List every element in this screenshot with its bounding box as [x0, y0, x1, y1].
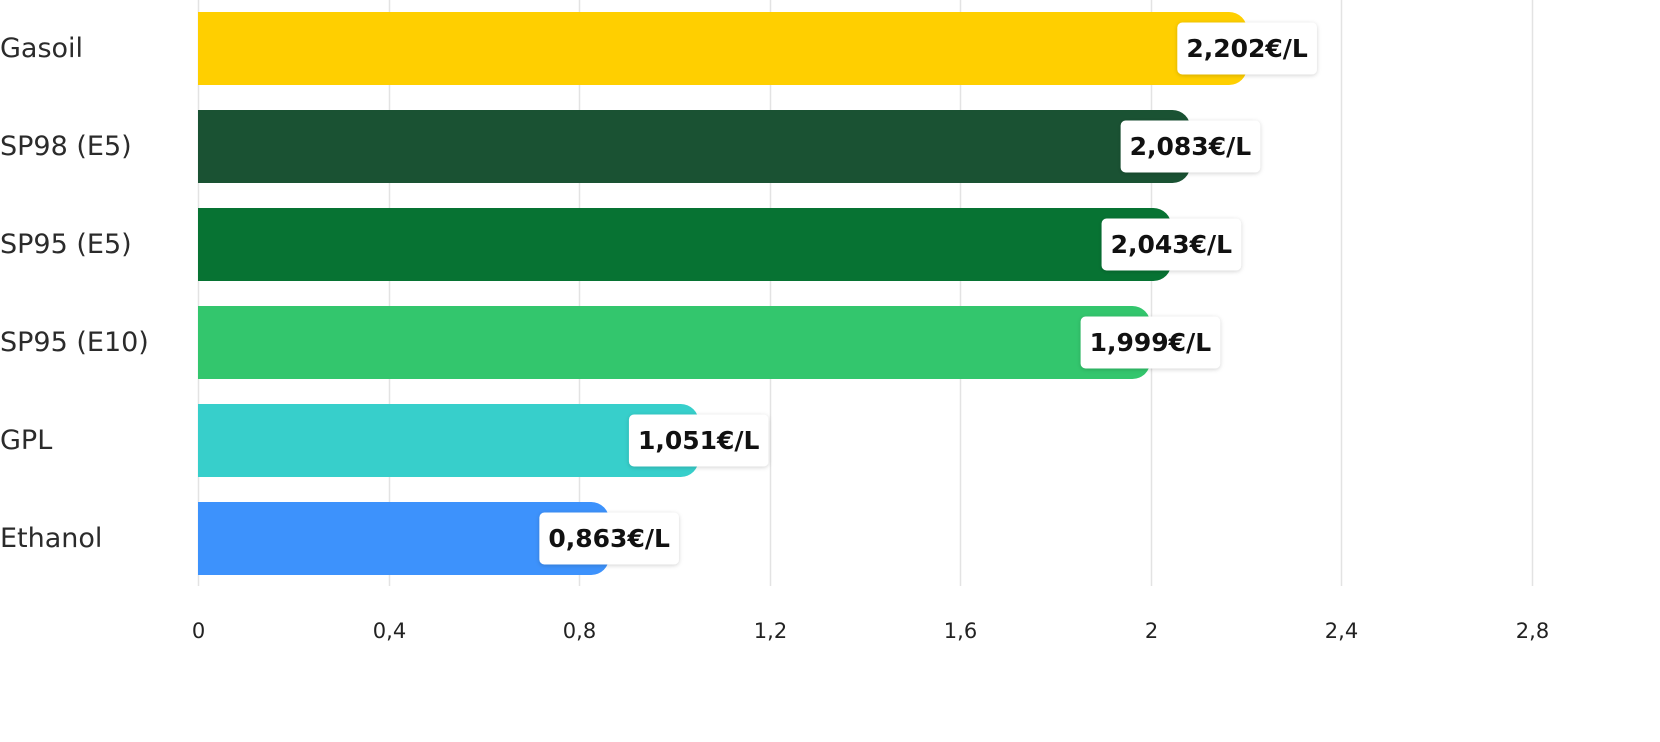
bar-sp95-e10: [198, 306, 1151, 379]
x-tick-label: 1,2: [754, 619, 787, 643]
value-label-box: [1177, 22, 1317, 75]
value-label-box: [539, 512, 679, 565]
value-label-box: [1120, 120, 1261, 173]
value-label-text: 2,083€/L: [1130, 132, 1252, 161]
category-label: GPL: [0, 425, 52, 456]
value-label-text: 2,043€/L: [1111, 230, 1233, 259]
category-labels: Gasoil SP98 (E5) SP95 (E5) SP95 (E10) GPL Eth…: [0, 33, 149, 554]
value-label-box: [628, 414, 769, 467]
x-axis-tick-labels: 0 0,4 0,8 1,2 1,6 2 2,4 2,8: [192, 619, 1549, 643]
category-label: Gasoil: [0, 33, 83, 64]
category-label: SP98 (E5): [0, 131, 132, 162]
bar-ethanol: [198, 502, 610, 575]
value-label: 1,051€/L: [628, 414, 769, 467]
value-label-box: [1101, 218, 1242, 271]
value-label-text: 1,999€/L: [1090, 328, 1212, 357]
value-label: 2,043€/L: [1101, 218, 1242, 271]
bar-sp95-e5: [198, 208, 1172, 281]
value-label: 0,863€/L: [539, 512, 679, 565]
value-label-text: 0,863€/L: [548, 524, 670, 553]
category-label: SP95 (E10): [0, 327, 149, 358]
x-tick-label: 2,8: [1516, 619, 1549, 643]
value-labels: 2,202€/L 2,083€/L 2,043€/L 1,999€/L 1,051€/L…: [539, 22, 1317, 565]
bars: [198, 12, 1248, 575]
x-tick-label: 1,6: [944, 619, 977, 643]
x-tick-label: 2: [1145, 619, 1158, 643]
x-tick-label: 0,4: [373, 619, 406, 643]
value-label: 1,999€/L: [1080, 316, 1221, 369]
value-label: 2,083€/L: [1120, 120, 1261, 173]
x-tick-label: 0,8: [563, 619, 596, 643]
category-label: Ethanol: [0, 523, 102, 554]
gridlines: [197, 0, 1534, 586]
bar-gasoil: [198, 12, 1248, 85]
x-tick-label: 2,4: [1325, 619, 1358, 643]
bar-sp98-e5: [198, 110, 1191, 183]
bar-gpl: [198, 404, 699, 477]
value-label-text: 1,051€/L: [638, 426, 760, 455]
value-label-text: 2,202€/L: [1186, 34, 1308, 63]
value-label: 2,202€/L: [1177, 22, 1317, 75]
category-label: SP95 (E5): [0, 229, 132, 260]
value-label-box: [1080, 316, 1221, 369]
x-tick-label: 0: [192, 619, 205, 643]
